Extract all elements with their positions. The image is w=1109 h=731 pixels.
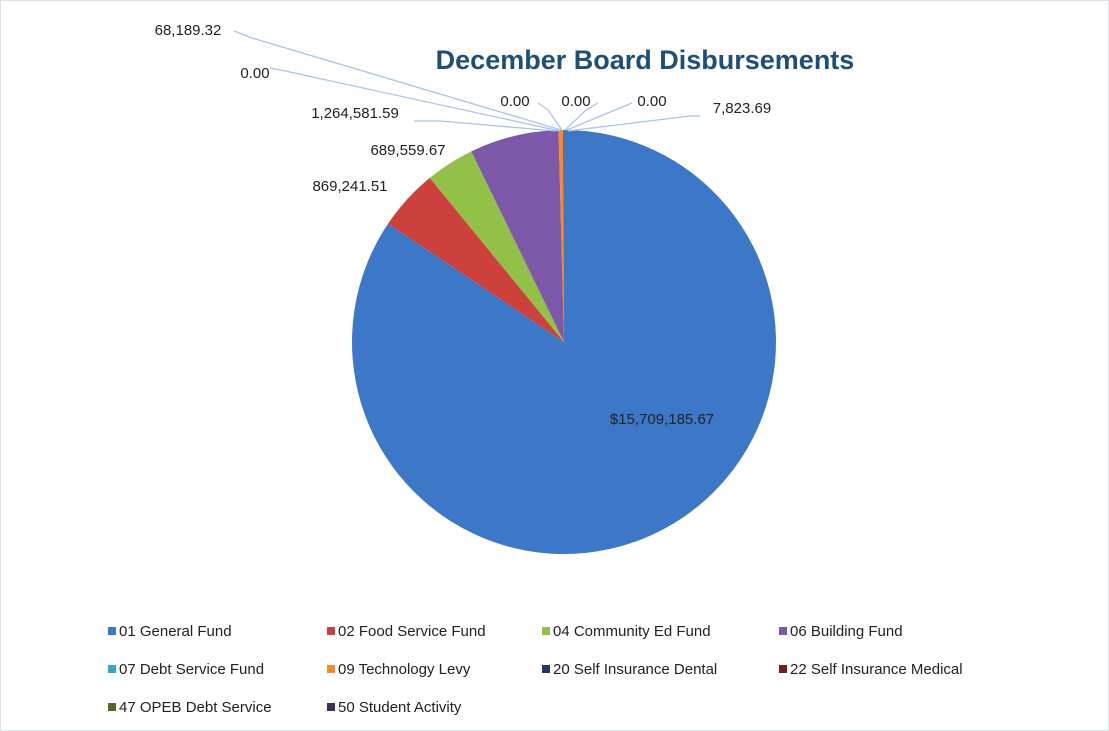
pie-slice	[388, 177, 564, 342]
legend-swatch	[327, 627, 335, 635]
legend-label: 47 OPEB Debt Service	[119, 699, 272, 716]
data-label: 869,241.51	[312, 178, 387, 195]
data-label: 0.00	[637, 93, 666, 110]
legend-label: 07 Debt Service Fund	[119, 661, 264, 678]
legend-label: 20 Self Insurance Dental	[553, 661, 717, 678]
pie-slice	[563, 130, 564, 342]
leader-line	[414, 120, 557, 132]
legend-swatch	[779, 627, 787, 635]
leader-line	[564, 102, 599, 131]
legend-label: 06 Building Fund	[790, 623, 903, 640]
data-label: 0.00	[561, 93, 590, 110]
data-label: 689,559.67	[370, 142, 445, 159]
data-label: 7,823.69	[713, 100, 771, 117]
legend-swatch	[779, 665, 787, 673]
legend-label: 02 Food Service Fund	[338, 623, 486, 640]
leader-line	[269, 67, 561, 132]
pie-slice	[429, 151, 564, 342]
data-label: 0.00	[240, 65, 269, 82]
pie-slice	[471, 130, 564, 342]
leader-line	[567, 115, 700, 132]
legend-swatch	[108, 665, 116, 673]
leader-line	[537, 102, 563, 131]
legend-label: 01 General Fund	[119, 623, 232, 640]
legend-label: 09 Technology Levy	[338, 661, 471, 678]
chart-title: December Board Disbursements	[436, 45, 855, 75]
legend-swatch	[542, 627, 550, 635]
legend-label: 04 Community Ed Fund	[553, 623, 711, 640]
legend-swatch	[108, 703, 116, 711]
data-label: 0.00	[500, 93, 529, 110]
legend-swatch	[542, 665, 550, 673]
legend-swatch	[108, 627, 116, 635]
legend-swatch	[327, 703, 335, 711]
legend-label: 22 Self Insurance Medical	[790, 661, 963, 678]
leader-line	[233, 30, 562, 131]
pie-slice	[558, 130, 564, 342]
data-label: $15,709,185.67	[610, 411, 714, 428]
data-label: 68,189.32	[155, 22, 222, 39]
leader-line	[566, 102, 633, 131]
data-label: 1,264,581.59	[311, 105, 399, 122]
legend-label: 50 Student Activity	[338, 699, 462, 716]
legend-swatch	[327, 665, 335, 673]
